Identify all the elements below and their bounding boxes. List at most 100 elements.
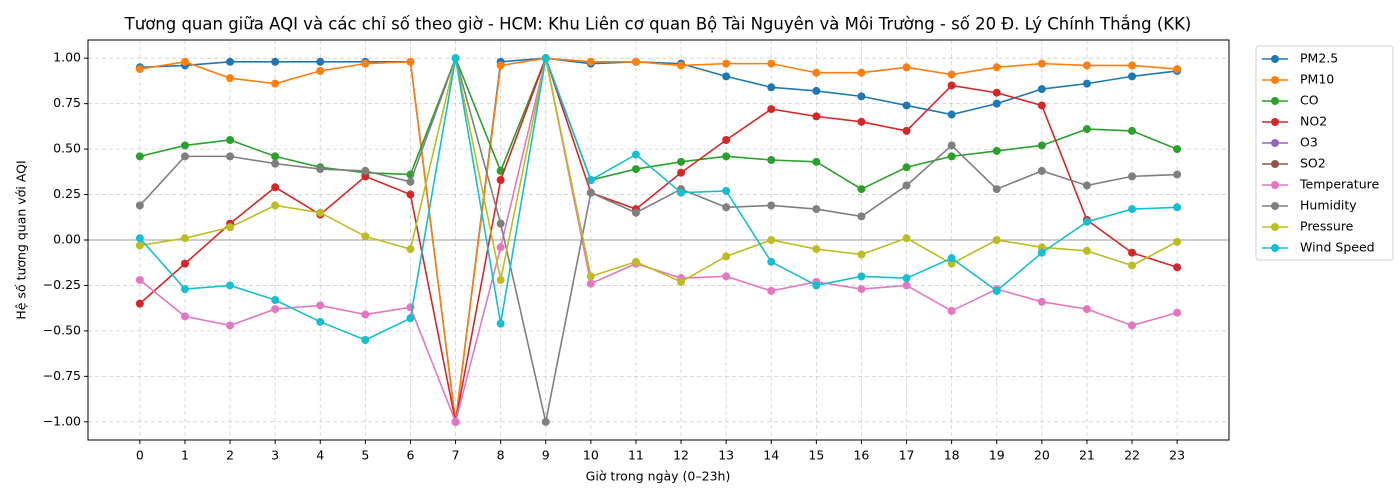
x-tick-label: 3 <box>271 448 279 463</box>
data-point <box>722 252 731 261</box>
data-point <box>271 296 280 304</box>
legend-label: PM2.5 <box>1300 51 1338 66</box>
data-point <box>316 317 325 326</box>
series-line <box>139 55 1178 422</box>
data-point <box>947 110 956 119</box>
data-point <box>1082 125 1091 134</box>
x-tick-label: 15 <box>808 448 824 463</box>
data-point <box>361 59 370 68</box>
data-point <box>631 57 640 66</box>
data-point <box>631 150 640 159</box>
data-point <box>271 159 280 168</box>
data-point <box>677 61 686 70</box>
x-tick-label: 11 <box>628 448 644 463</box>
data-point <box>857 68 866 77</box>
data-point <box>586 188 595 197</box>
series-line <box>139 57 1178 422</box>
data-point <box>812 157 821 166</box>
data-point <box>631 257 640 266</box>
data-point <box>586 272 595 281</box>
data-point <box>767 105 776 114</box>
data-point <box>1082 246 1091 255</box>
data-point <box>631 165 640 174</box>
data-point <box>1082 217 1091 226</box>
data-point <box>496 176 505 184</box>
data-point <box>902 274 911 283</box>
legend-marker <box>1271 202 1279 210</box>
data-point <box>722 272 731 281</box>
legend-label: Pressure <box>1300 219 1354 234</box>
data-point <box>947 254 956 263</box>
legend-marker <box>1271 244 1279 252</box>
y-tick-label: −0.50 <box>43 322 81 337</box>
data-point <box>902 281 911 290</box>
data-point <box>180 234 189 243</box>
data-point <box>1128 205 1137 214</box>
data-point <box>992 88 1001 97</box>
data-point <box>992 146 1001 155</box>
data-point <box>361 310 370 319</box>
legend-label: Humidity <box>1300 198 1357 213</box>
data-point <box>180 312 189 321</box>
data-point <box>1128 321 1137 330</box>
data-point <box>316 165 325 174</box>
x-tick-label: 16 <box>853 448 869 463</box>
x-tick-label: 9 <box>542 448 550 463</box>
x-tick-label: 1 <box>181 448 189 463</box>
x-tick-label: 18 <box>944 448 960 463</box>
data-point <box>1037 141 1046 150</box>
data-point <box>812 205 821 214</box>
legend-marker <box>1271 76 1279 84</box>
data-point <box>767 236 776 244</box>
data-point <box>1128 72 1137 81</box>
data-point <box>226 74 235 83</box>
data-point <box>226 321 235 330</box>
y-tick-label: 1.00 <box>53 50 81 65</box>
data-point <box>135 276 144 284</box>
data-point <box>722 136 731 144</box>
series-line <box>139 55 1178 191</box>
data-point <box>857 212 866 221</box>
data-point <box>180 57 189 66</box>
data-point <box>541 417 550 426</box>
y-tick-label: 0.00 <box>53 232 81 247</box>
y-tick-label: 0.75 <box>53 95 81 110</box>
legend-label: PM10 <box>1300 72 1334 87</box>
legend-marker <box>1271 118 1279 126</box>
data-point <box>902 101 911 110</box>
data-point <box>1128 61 1137 70</box>
data-point <box>1128 126 1137 135</box>
data-point <box>496 319 505 328</box>
data-point <box>812 86 821 95</box>
data-point <box>1037 297 1046 306</box>
data-point <box>1173 237 1182 246</box>
data-point <box>496 61 505 70</box>
data-point <box>406 314 415 323</box>
legend-label: SO2 <box>1300 156 1326 171</box>
plot-frame <box>87 39 1230 441</box>
data-point <box>1173 170 1182 179</box>
y-axis-label: Hệ số tương quan với AQI <box>14 160 29 319</box>
data-point <box>451 54 460 63</box>
x-tick-label: 14 <box>763 448 779 463</box>
series-line <box>139 57 1178 422</box>
data-point <box>1173 145 1182 154</box>
legend-marker <box>1271 139 1279 147</box>
legend-label: Temperature <box>1299 177 1379 192</box>
data-point <box>902 181 911 190</box>
data-point <box>271 79 280 88</box>
data-point <box>586 57 595 66</box>
x-tick-label: 6 <box>406 448 414 463</box>
data-point <box>180 259 189 268</box>
data-point <box>722 186 731 195</box>
x-tick-label: 10 <box>583 448 599 463</box>
data-point <box>541 54 550 63</box>
y-tick-label: −1.00 <box>43 413 81 428</box>
data-point <box>271 152 280 161</box>
data-point <box>316 57 325 66</box>
data-point <box>271 57 280 66</box>
data-point <box>1128 248 1137 257</box>
x-tick-label: 19 <box>989 448 1005 463</box>
data-point <box>1128 261 1137 270</box>
